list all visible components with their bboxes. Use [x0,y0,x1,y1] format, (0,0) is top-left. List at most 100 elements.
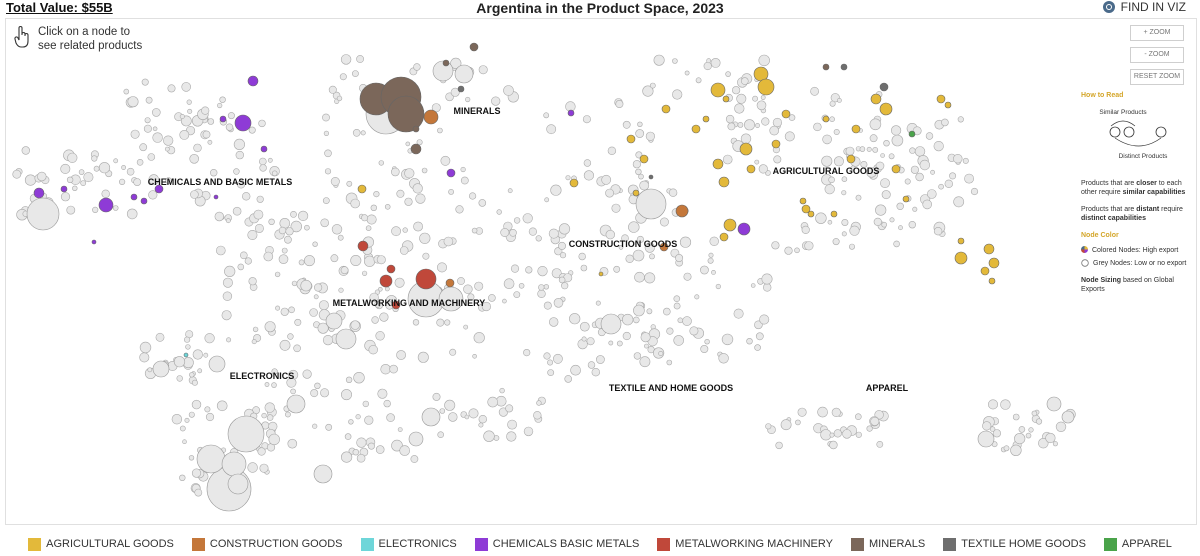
textile-product-node[interactable] [879,82,889,92]
grey-product-node[interactable] [251,339,257,345]
grey-product-node[interactable] [192,349,203,360]
grey-product-node[interactable] [721,333,734,346]
grey-product-node[interactable] [325,423,333,431]
grey-product-node[interactable] [684,70,690,76]
grey-product-node[interactable] [112,205,119,211]
grey-product-node[interactable] [582,115,591,124]
grey-product-node[interactable] [202,130,211,139]
grey-product-node[interactable] [1045,432,1056,444]
grey-product-node[interactable] [795,419,801,426]
agricultural-product-node[interactable] [569,178,579,188]
grey-product-node[interactable] [121,165,126,170]
grey-product-node[interactable] [938,183,944,190]
grey-product-node[interactable] [750,283,756,288]
grey-product-node[interactable] [633,304,645,317]
grey-product-node[interactable] [444,399,456,411]
grey-product-node[interactable] [67,152,78,163]
grey-product-node[interactable] [841,176,848,182]
agricultural-product-node[interactable] [891,164,901,174]
grey-product-node[interactable] [258,119,266,128]
agricultural-product-node[interactable] [846,154,856,164]
grey-product-node[interactable] [164,146,170,152]
grey-product-node[interactable] [743,119,755,131]
grey-product-node[interactable] [581,336,587,342]
grey-product-node[interactable] [244,257,252,265]
chemicals-product-node[interactable] [91,239,97,245]
grey-product-node[interactable] [399,445,411,456]
grey-product-node[interactable] [677,317,684,324]
grey-product-node[interactable] [824,184,835,195]
grey-product-node[interactable] [703,61,712,71]
grey-product-node[interactable] [503,278,515,290]
grey-product-node-large[interactable] [208,355,226,373]
grey-product-node[interactable] [254,223,264,233]
grey-product-node-large[interactable] [977,430,995,448]
agricultural-product-node[interactable] [957,237,965,245]
grey-product-node[interactable] [448,188,454,195]
grey-product-node[interactable] [351,70,359,77]
grey-product-node[interactable] [1012,413,1020,421]
grey-product-node[interactable] [639,356,651,368]
grey-product-node[interactable] [817,406,828,418]
agricultural-product-node[interactable] [757,78,775,96]
grey-product-node[interactable] [953,196,965,208]
grey-product-node[interactable] [298,210,309,221]
grey-product-node[interactable] [338,287,344,293]
grey-product-node[interactable] [412,183,423,194]
grey-product-node[interactable] [708,252,714,258]
grey-product-node[interactable] [804,241,814,251]
metalworking-product-node[interactable] [415,268,437,290]
grey-product-node[interactable] [336,95,343,102]
grey-product-node[interactable] [675,254,684,263]
grey-product-node[interactable] [1031,410,1038,417]
grey-product-node-large[interactable] [1061,410,1075,424]
grey-product-node[interactable] [616,340,623,347]
grey-product-node[interactable] [833,429,842,438]
grey-product-node[interactable] [148,190,158,200]
grey-product-node[interactable] [436,318,445,327]
grey-product-node[interactable] [543,301,552,310]
grey-product-node[interactable] [324,149,332,158]
grey-product-node[interactable] [216,400,228,412]
grey-product-node[interactable] [583,170,595,181]
grey-product-node[interactable] [859,146,866,152]
grey-product-node[interactable] [450,87,460,97]
grey-product-node[interactable] [222,291,233,301]
grey-product-node[interactable] [60,163,71,174]
grey-product-node[interactable] [841,190,847,196]
grey-product-node[interactable] [12,169,22,179]
agricultural-product-node[interactable] [723,218,737,232]
grey-product-node[interactable] [707,257,714,264]
chemicals-product-node[interactable] [33,187,45,199]
grey-product-node[interactable] [248,126,256,134]
grey-product-node[interactable] [145,96,153,104]
grey-product-node[interactable] [217,102,223,109]
grey-product-node[interactable] [957,116,964,123]
grey-product-node[interactable] [184,336,191,343]
grey-product-node[interactable] [240,251,248,260]
grey-product-node[interactable] [513,217,521,224]
grey-product-node[interactable] [290,220,302,233]
grey-product-node[interactable] [658,350,664,356]
grey-product-node[interactable] [558,223,571,235]
grey-product-node[interactable] [496,209,502,215]
grey-product-node-large[interactable] [286,394,306,414]
grey-product-node[interactable] [377,286,383,292]
grey-product-node[interactable] [740,77,749,85]
grey-product-node[interactable] [148,174,160,185]
textile-product-node[interactable] [840,63,848,71]
grey-product-node[interactable] [505,404,514,413]
grey-product-node[interactable] [558,276,566,284]
grey-product-node[interactable] [989,426,996,432]
grey-product-node[interactable] [345,376,353,383]
chemicals-product-node[interactable] [60,185,68,193]
grey-product-node[interactable] [474,281,484,291]
grey-product-node[interactable] [285,227,294,236]
grey-product-node[interactable] [281,247,288,254]
grey-product-node[interactable] [268,218,275,226]
agricultural-product-node[interactable] [879,102,893,116]
grey-product-node[interactable] [278,254,289,264]
grey-product-node-large[interactable] [454,64,474,84]
grey-product-node[interactable] [755,332,764,341]
grey-product-node[interactable] [397,427,403,432]
